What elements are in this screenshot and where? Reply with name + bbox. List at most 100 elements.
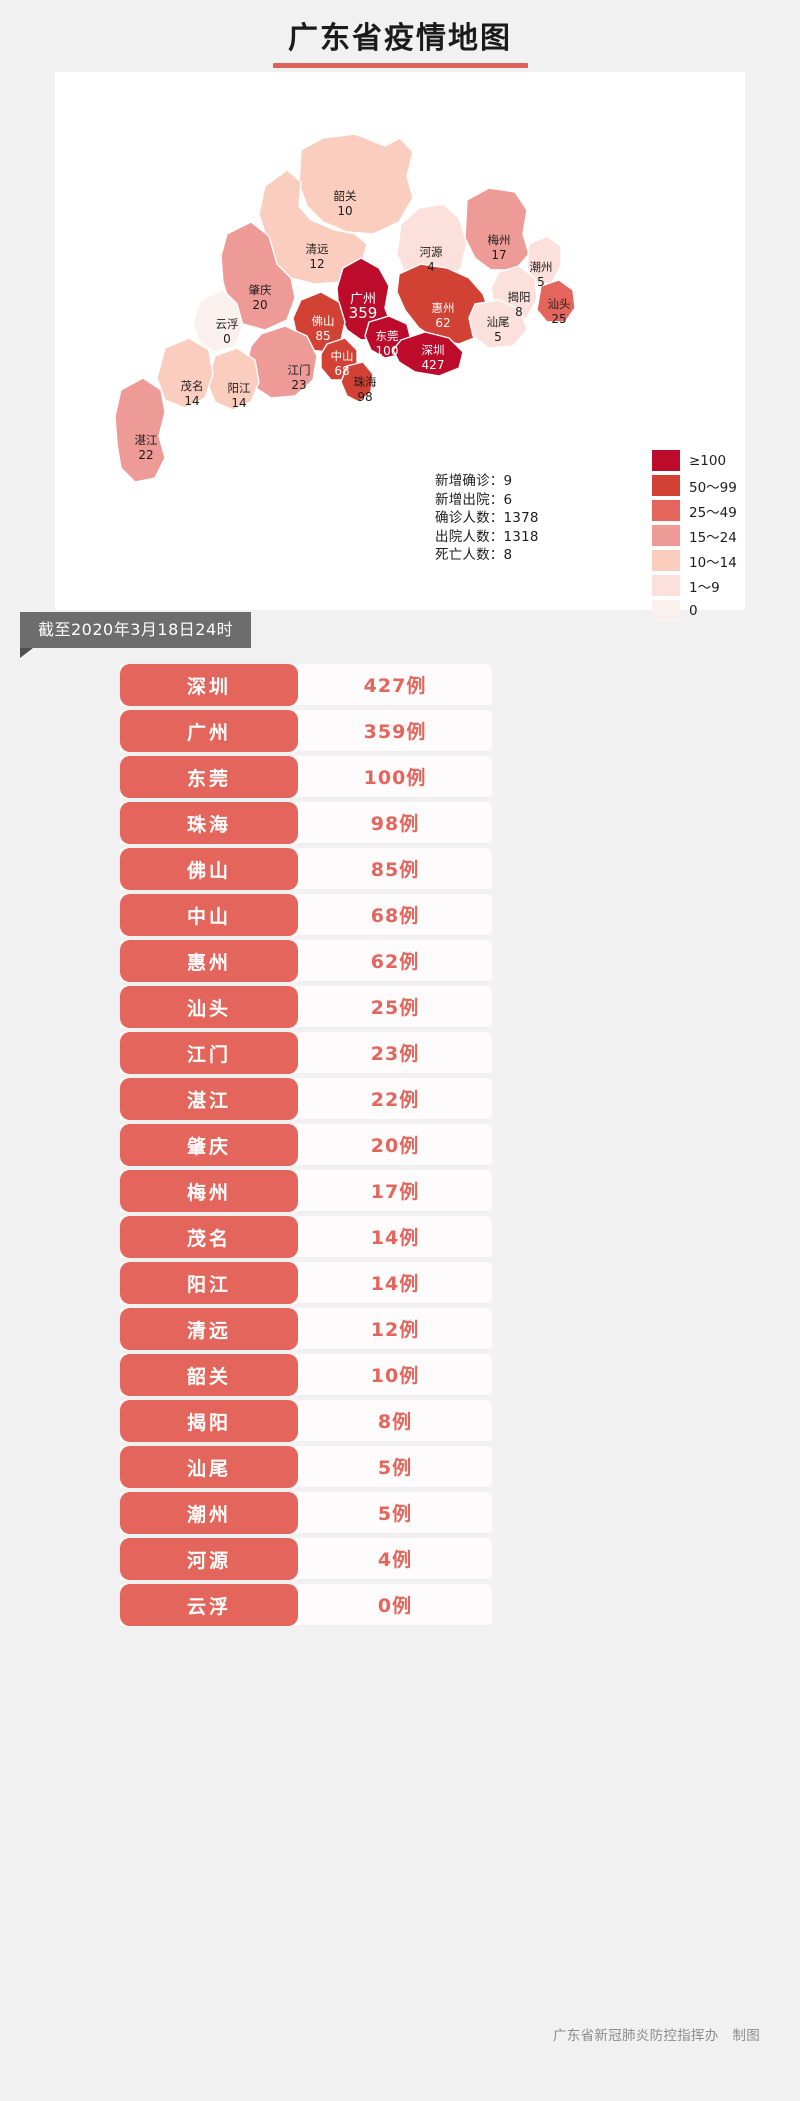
map-city-value: 23: [291, 378, 306, 392]
row-city-label: 潮州: [186, 1503, 231, 1526]
row-case-count: 0例: [298, 1584, 492, 1626]
row-city-label: 阳江: [186, 1273, 231, 1296]
row-city-label: 深圳: [186, 675, 231, 698]
stat-total-deaths: 死亡人数：8: [435, 547, 513, 563]
table-row[interactable]: 汕头 25例: [120, 986, 492, 1028]
map-city-value: 5: [537, 275, 545, 289]
map-city-name: 阳江: [228, 381, 251, 395]
map-city-value: 25: [551, 312, 566, 326]
row-city-label: 佛山: [186, 859, 231, 882]
table-row[interactable]: 阳江 14例: [120, 1262, 492, 1304]
page-header: 广东省疫情地图: [40, 12, 760, 68]
legend-item: ≥100: [652, 448, 737, 473]
map-city-value: 85: [315, 329, 330, 343]
region-zhanjiang[interactable]: [114, 377, 166, 483]
region-shaoguan[interactable]: [298, 133, 414, 235]
region-chaozhou[interactable]: [526, 235, 562, 285]
map-city-name: 湛江: [135, 433, 158, 447]
legend-label: 10～14: [689, 554, 737, 571]
map-city-value: 10: [337, 204, 352, 218]
row-case-count: 20例: [298, 1124, 492, 1166]
region-shenzhen[interactable]: [392, 331, 464, 377]
table-row[interactable]: 清远 12例: [120, 1308, 492, 1350]
row-case-count: 359例: [298, 710, 492, 752]
row-city-name: 梅州: [120, 1170, 298, 1212]
row-city-label: 珠海: [186, 813, 231, 836]
stat-new-discharged: 新增出院：6: [435, 491, 513, 508]
map-city-label: 河源4: [420, 245, 443, 274]
row-city-name: 广州: [120, 710, 298, 752]
region-shanwei[interactable]: [468, 299, 528, 349]
stat-total-confirmed: 确诊人数：1378: [435, 510, 539, 526]
row-city-label: 河源: [186, 1549, 231, 1572]
row-city-label: 梅州: [186, 1181, 231, 1204]
map-card: 韶关 10 清远 12 河源 4 梅州 17 潮州 5 揭阳 8 汕头 25 肇庆 20 云浮 0 广州 359 惠州 6…: [55, 72, 745, 621]
row-case-count: 98例: [298, 802, 492, 844]
row-city-name: 清远: [120, 1308, 298, 1350]
region-heyuan[interactable]: [396, 203, 468, 287]
row-city-label: 中山: [186, 905, 231, 928]
legend-item: 10～14: [652, 548, 737, 573]
row-city-name: 深圳: [120, 664, 298, 706]
table-row[interactable]: 深圳 427例: [120, 664, 492, 706]
legend-label: 0: [689, 602, 698, 619]
table-row[interactable]: 中山 68例: [120, 894, 492, 936]
row-case-label: 10例: [370, 1365, 420, 1387]
table-row[interactable]: 惠州 62例: [120, 940, 492, 982]
region-shantou[interactable]: [536, 279, 576, 323]
row-case-label: 100例: [363, 767, 427, 789]
row-case-label: 25例: [370, 997, 420, 1019]
table-row[interactable]: 揭阳 8例: [120, 1400, 492, 1442]
stat-total-discharged: 出院人数：1318: [435, 528, 539, 545]
map-city-value: 62: [435, 316, 450, 330]
row-city-label: 茂名: [186, 1227, 231, 1250]
map-city-value: 22: [138, 448, 153, 462]
row-city-name: 茂名: [120, 1216, 298, 1258]
table-row[interactable]: 韶关 10例: [120, 1354, 492, 1396]
row-case-label: 8例: [377, 1411, 413, 1433]
table-row[interactable]: 肇庆 20例: [120, 1124, 492, 1166]
region-yunfu[interactable]: [192, 289, 244, 353]
table-row[interactable]: 湛江 22例: [120, 1078, 492, 1120]
table-row[interactable]: 广州 359例: [120, 710, 492, 752]
map-city-value: 359: [349, 304, 378, 322]
table-row[interactable]: 珠海 98例: [120, 802, 492, 844]
row-case-count: 23例: [298, 1032, 492, 1074]
table-row[interactable]: 云浮 0例: [120, 1584, 492, 1626]
row-case-label: 12例: [370, 1319, 420, 1341]
region-zhaoqing[interactable]: [220, 221, 296, 331]
date-banner: 截至2020年3月18日24时: [20, 612, 252, 648]
table-row[interactable]: 佛山 85例: [120, 848, 492, 890]
legend-item: 0: [652, 598, 737, 623]
table-row[interactable]: 梅州 17例: [120, 1170, 492, 1212]
map-city-name: 汕尾: [487, 315, 510, 329]
row-case-label: 14例: [370, 1273, 420, 1295]
table-row[interactable]: 河源 4例: [120, 1538, 492, 1580]
row-city-label: 汕头: [186, 997, 231, 1020]
row-case-label: 23例: [370, 1043, 420, 1065]
map-city-value: 17: [491, 248, 506, 262]
row-city-name: 江门: [120, 1032, 298, 1074]
legend-label: ≥100: [689, 452, 727, 469]
region-yangjiang[interactable]: [206, 347, 260, 411]
map-city-name: 韶关: [334, 189, 357, 203]
table-row[interactable]: 茂名 14例: [120, 1216, 492, 1258]
row-case-count: 14例: [298, 1262, 492, 1304]
region-maoming[interactable]: [156, 337, 214, 409]
map-city-name: 河源: [420, 245, 443, 259]
table-row[interactable]: 汕尾 5例: [120, 1446, 492, 1488]
table-row[interactable]: 江门 23例: [120, 1032, 492, 1074]
map-city-value: 8: [515, 305, 523, 319]
stat-new-confirmed: 新增确诊：9: [435, 473, 513, 489]
table-row[interactable]: 东莞 100例: [120, 756, 492, 798]
region-zhuhai[interactable]: [340, 361, 374, 403]
table-row[interactable]: 潮州 5例: [120, 1492, 492, 1534]
map-city-label: 潮州5: [530, 260, 553, 289]
row-city-label: 韶关: [186, 1365, 231, 1388]
